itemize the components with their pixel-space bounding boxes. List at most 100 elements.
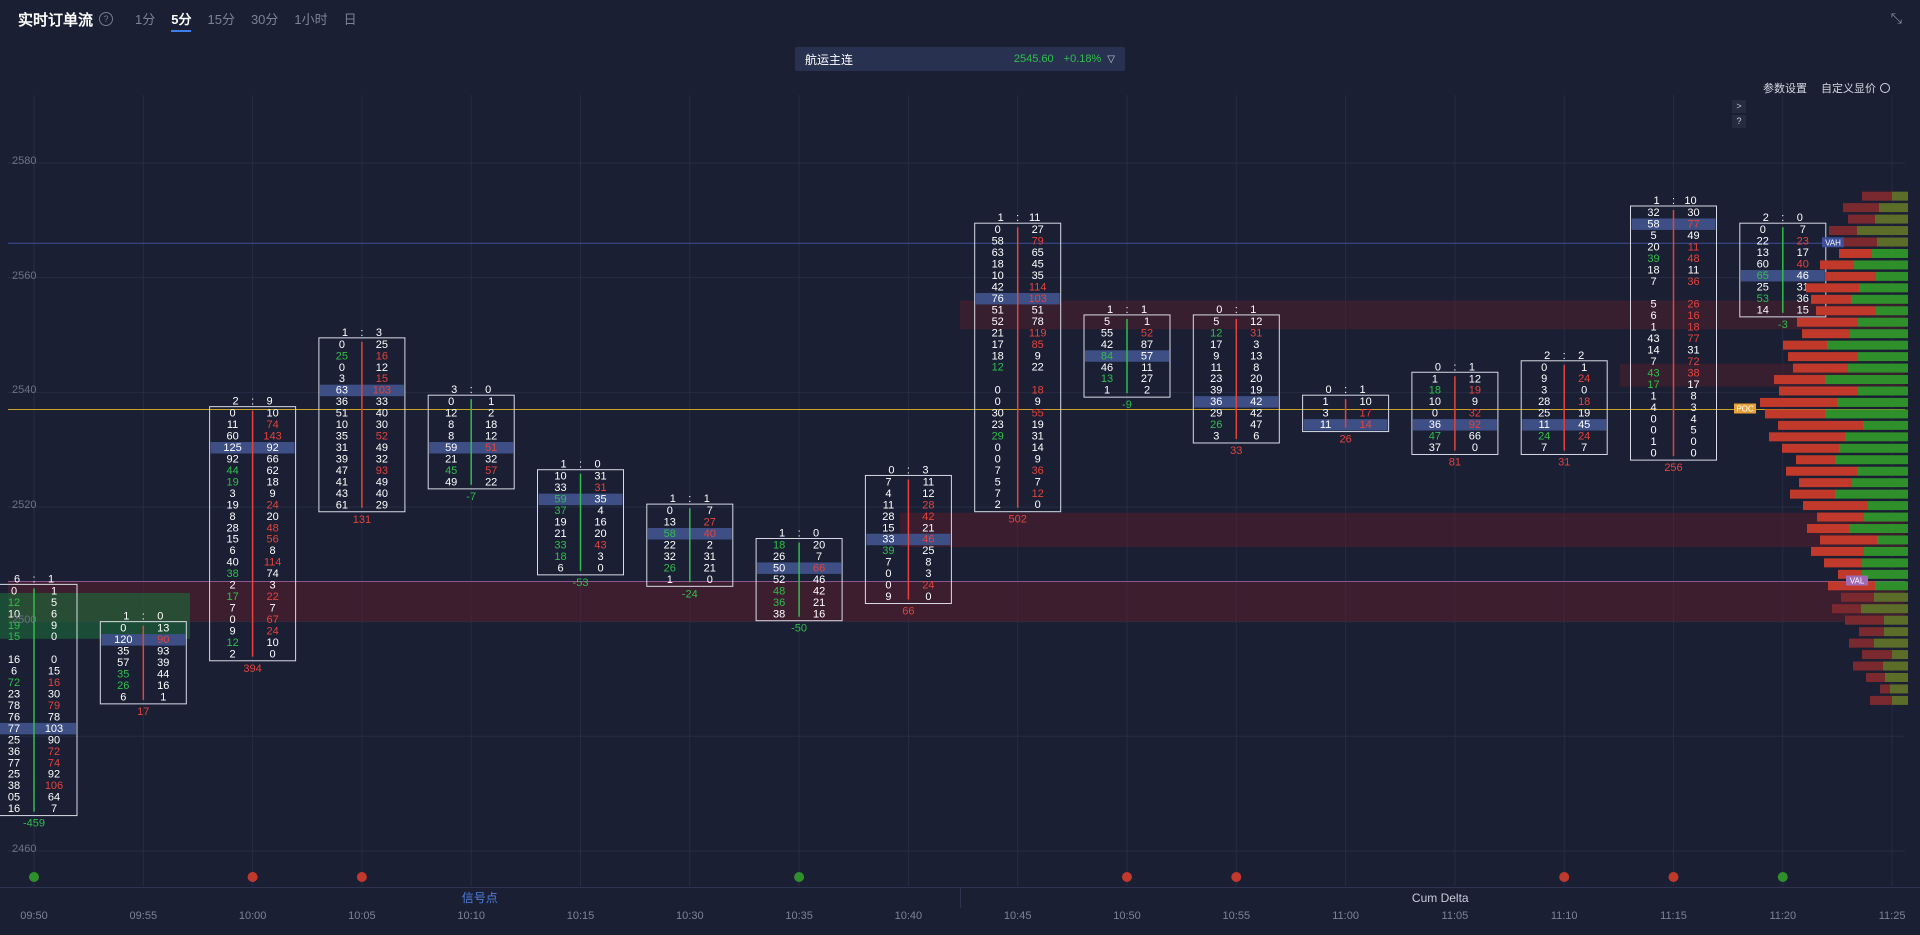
- bar-cell-ask: 0: [1690, 436, 1696, 448]
- bar-cell-bid: 125: [223, 442, 241, 454]
- help-icon[interactable]: ?: [99, 12, 114, 26]
- bar-cell-ask: 3: [925, 568, 931, 580]
- bar-delta: 256: [1664, 462, 1682, 474]
- bar-cell-ask: 85: [1032, 339, 1044, 351]
- collapse-icon[interactable]: ⤡: [1890, 10, 1902, 26]
- bar-box: [1083, 314, 1171, 398]
- bar-cell-ask: 7: [1035, 476, 1041, 488]
- bar-cell-ask: 32: [1469, 408, 1481, 420]
- bar-cell-ask: 20: [266, 511, 278, 523]
- bar-cell-bid: 7: [885, 476, 891, 488]
- y-tick-label: 2560: [12, 269, 37, 282]
- profile-sell-bar: [1797, 317, 1858, 327]
- profile-sell-bar: [1779, 386, 1858, 396]
- bar-cell-bid: 43: [336, 488, 348, 500]
- bar-cell-bid: 45: [445, 465, 457, 477]
- params-button[interactable]: 参数设置: [1763, 83, 1807, 95]
- bar-header-bid: 0: [1435, 361, 1441, 373]
- bar-cell-bid: 11: [227, 419, 238, 431]
- bar-cell-bid: 36: [773, 597, 785, 609]
- bar-cell-ask: 67: [266, 614, 278, 626]
- bar-box: [427, 394, 515, 490]
- bar-cell-bid: 33: [882, 534, 894, 546]
- bar-cell-bid: 33: [554, 482, 566, 494]
- bar-cell-ask: 8: [1690, 390, 1696, 402]
- bar-cell-ask: 55: [1032, 408, 1044, 420]
- bar-delta: -24: [682, 588, 698, 600]
- y-tick-label: 2540: [12, 384, 37, 397]
- profile-sell-bar: [1824, 558, 1862, 568]
- bar-cell-bid: 5: [1650, 299, 1656, 311]
- bar-cell-bid: 10: [554, 471, 566, 483]
- bar-cell-bid: 39: [1210, 385, 1222, 397]
- bar-cell-bid: 5: [1650, 230, 1656, 242]
- period-tab[interactable]: 1分: [135, 11, 156, 27]
- bar-cell-bid: 1: [1650, 322, 1656, 334]
- top-bar: 实时订单流 ? 1分 5分 15分 30分 1小时 日 ⤡: [0, 0, 1920, 38]
- tab-cum-delta[interactable]: Cum Delta: [1411, 891, 1469, 905]
- bar-cell-ask: 47: [1250, 419, 1262, 431]
- bar-cell-bid: 13: [1757, 247, 1769, 259]
- tab-signal[interactable]: 信号点: [0, 888, 961, 908]
- bar-cell-ask: 15: [48, 666, 60, 678]
- chevron-down-icon: ▽: [1107, 53, 1115, 65]
- profile-buy-bar: [1859, 283, 1908, 293]
- bar-cell-ask: 143: [263, 431, 281, 443]
- profile-sell-bar: [1783, 340, 1827, 350]
- bar-cell-bid: 120: [114, 634, 132, 646]
- bar-cell-ask: 6: [1253, 431, 1259, 443]
- bar-cell-ask: 22: [1032, 362, 1044, 374]
- bar-cell-bid: 49: [445, 476, 457, 488]
- bar-box: [537, 469, 624, 576]
- custom-price-button[interactable]: 自定义显价: [1821, 80, 1890, 96]
- bar-cell-ask: 16: [813, 608, 825, 620]
- bar-header-sep: :: [1453, 361, 1456, 373]
- period-tab[interactable]: 日: [343, 11, 357, 27]
- profile-sell-bar: [1832, 604, 1861, 614]
- imbalance-zone-buy: [0, 592, 190, 639]
- bar-cell-bid: 0: [667, 505, 673, 517]
- bar-cell-bid: 26: [1210, 419, 1222, 431]
- bar-cell-ask: 40: [1797, 259, 1809, 271]
- profile-buy-bar: [1835, 455, 1908, 465]
- bar-cell-bid: 12: [445, 408, 457, 420]
- profile-sell-bar: [1807, 524, 1849, 534]
- profile-buy-bar: [1835, 489, 1908, 499]
- profile-sell-bar: [1862, 191, 1892, 201]
- bar-cell-bid: 0: [1541, 362, 1547, 374]
- profile-sell-bar: [1870, 695, 1892, 705]
- bar-cell-ask: 42: [922, 511, 934, 523]
- val-tag-bg: [1846, 575, 1868, 586]
- bar-header-ask: 3: [922, 464, 928, 476]
- bar-cell-bid: 42: [992, 281, 1004, 293]
- bar-header-sep: :: [1344, 384, 1347, 396]
- bar-cell-bid: 3: [230, 488, 236, 500]
- bar-cell-bid: 11: [1211, 362, 1222, 374]
- profile-buy-bar: [1858, 386, 1908, 396]
- bar-cell-ask: 39: [157, 657, 169, 669]
- bar-cell-ask: 56: [266, 534, 278, 546]
- bar-cell-bid: 19: [8, 620, 20, 632]
- bar-cell-ask: 19: [1250, 385, 1262, 397]
- period-tab[interactable]: 30分: [250, 11, 279, 27]
- bar-cell-bid: 63: [992, 247, 1004, 259]
- expand-button[interactable]: >: [1732, 100, 1746, 113]
- bar-cell-ask: 29: [376, 499, 388, 511]
- question-button[interactable]: ?: [1732, 115, 1746, 128]
- ticker-select[interactable]: 航运主连 2545.60 +0.18% ▽: [795, 47, 1125, 71]
- period-tab[interactable]: 1小时: [294, 11, 328, 27]
- profile-sell-bar: [1765, 409, 1825, 419]
- bar-cell-bid: 29: [1210, 408, 1222, 420]
- period-tab[interactable]: 15分: [207, 11, 235, 27]
- bar-cell-ask: 0: [707, 574, 713, 586]
- profile-sell-bar: [1880, 684, 1890, 694]
- bar-cell-ask: 30: [1687, 207, 1699, 219]
- bar-header-sep: :: [1235, 304, 1238, 316]
- period-tab-active[interactable]: 5分: [171, 7, 192, 32]
- profile-buy-bar: [1858, 352, 1908, 362]
- bar-cell-ask: 10: [1359, 396, 1371, 408]
- bar-cell-ask: 65: [1032, 247, 1044, 259]
- bar-cell-ask: 19: [1578, 408, 1590, 420]
- x-tick-label: 10:05: [348, 910, 376, 922]
